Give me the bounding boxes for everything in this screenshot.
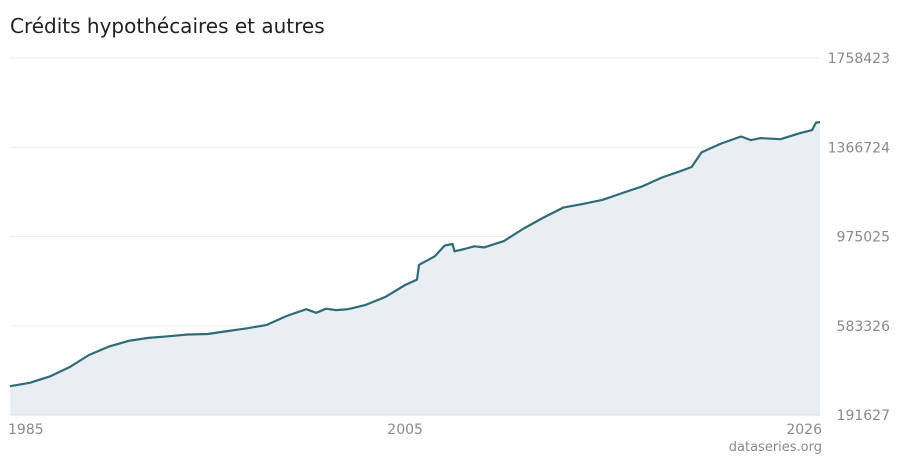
series-line (9, 121, 821, 388)
y-tick-label: 1366724 (828, 140, 890, 156)
series-area (10, 122, 820, 415)
source-label: dataseries.org (728, 440, 822, 455)
y-tick-label: 191627 (837, 408, 890, 424)
chart-title: Crédits hypothécaires et autres (10, 14, 325, 38)
y-tick-label: 975025 (837, 230, 890, 246)
x-tick-label: 2005 (387, 422, 423, 438)
y-tick-labels: 191627 583326 975025 1366724 1758423 (828, 51, 890, 424)
x-tick-label: 2026 (786, 422, 822, 438)
x-tick-labels: 1985 2005 2026 (8, 422, 822, 438)
x-tick-label: 1985 (8, 422, 44, 438)
y-tick-label: 583326 (837, 319, 891, 335)
y-tick-label: 1758423 (828, 51, 890, 67)
